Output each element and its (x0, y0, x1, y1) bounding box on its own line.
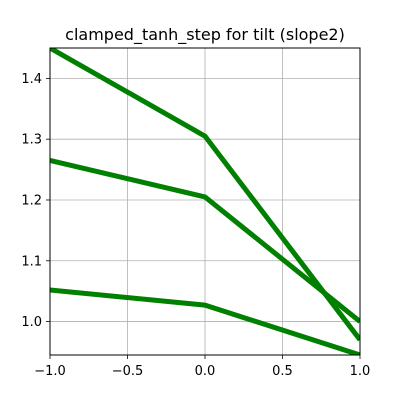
series-line-2 (50, 158, 360, 324)
series-line-1 (50, 48, 360, 342)
y-tick-label: 1.3 (21, 133, 42, 148)
y-axis: 1.0 1.1 1.2 1.3 1.4 (21, 72, 50, 330)
x-tick-label: 0.0 (195, 364, 216, 379)
y-tick-label: 1.2 (21, 193, 42, 208)
x-tick-label: 1.0 (350, 364, 371, 379)
x-tick-label: −1.0 (34, 364, 66, 379)
y-tick-label: 1.4 (21, 72, 42, 87)
x-tick-label: 0.5 (272, 364, 293, 379)
grid (49, 48, 361, 355)
x-tick-label: −0.5 (112, 364, 144, 379)
x-axis: −1.0 −0.5 0.0 0.5 1.0 (34, 355, 370, 379)
series-line-3 (50, 287, 360, 355)
series-group (50, 48, 360, 355)
chart-title: clamped_tanh_step for tilt (slope2) (65, 25, 345, 45)
y-tick-label: 1.1 (21, 254, 42, 269)
y-tick-label: 1.0 (21, 315, 42, 330)
